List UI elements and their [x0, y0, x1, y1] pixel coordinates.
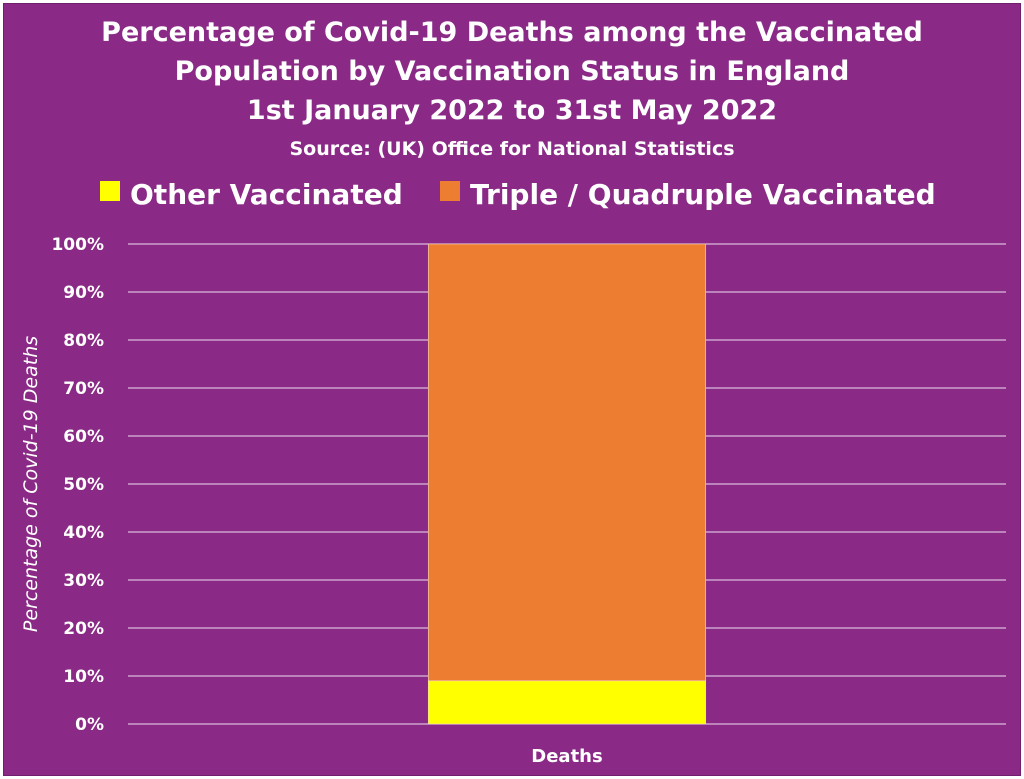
y-tick-label: 40%: [63, 523, 104, 543]
chart-subtitle: Source: (UK) Office for National Statist…: [289, 138, 734, 160]
legend-swatch-triple-quadruple-vaccinated: [440, 181, 460, 201]
y-tick-label: 70%: [63, 379, 104, 399]
chart-title: Percentage of Covid-19 Deaths among the …: [101, 17, 923, 160]
bars: [427, 243, 707, 725]
x-category-label: Deaths: [531, 746, 602, 767]
y-tick-label: 10%: [63, 667, 104, 687]
y-tick-label: 20%: [63, 619, 104, 639]
y-axis-label: Percentage of Covid-19 Deaths: [20, 336, 42, 632]
y-tick-label: 0%: [75, 715, 104, 735]
y-tick-label: 30%: [63, 571, 104, 591]
legend: Other Vaccinated Triple / Quadruple Vacc…: [100, 178, 936, 211]
bar-triple-quadruple-vaccinated: [427, 243, 707, 682]
y-tick-label: 50%: [63, 475, 104, 495]
chart-title-line-1: Percentage of Covid-19 Deaths among the …: [101, 17, 923, 48]
chart-title-line-2: Population by Vaccination Status in Engl…: [175, 56, 850, 87]
y-tick-label: 80%: [63, 331, 104, 351]
chart-title-line-3: 1st January 2022 to 31st May 2022: [247, 95, 777, 126]
y-axis-ticks: 0% 10% 20% 30% 40% 50% 60% 70% 80% 90% 100%: [51, 235, 104, 735]
y-tick-label: 60%: [63, 427, 104, 447]
y-tick-label: 90%: [63, 283, 104, 303]
x-axis-categories: Deaths: [531, 746, 602, 767]
legend-label-triple-quadruple-vaccinated: Triple / Quadruple Vaccinated: [470, 178, 936, 211]
y-tick-label: 100%: [51, 235, 104, 255]
bar-other-vaccinated: [427, 680, 707, 725]
legend-label-other-vaccinated: Other Vaccinated: [130, 178, 403, 211]
legend-swatch-other-vaccinated: [100, 181, 120, 201]
